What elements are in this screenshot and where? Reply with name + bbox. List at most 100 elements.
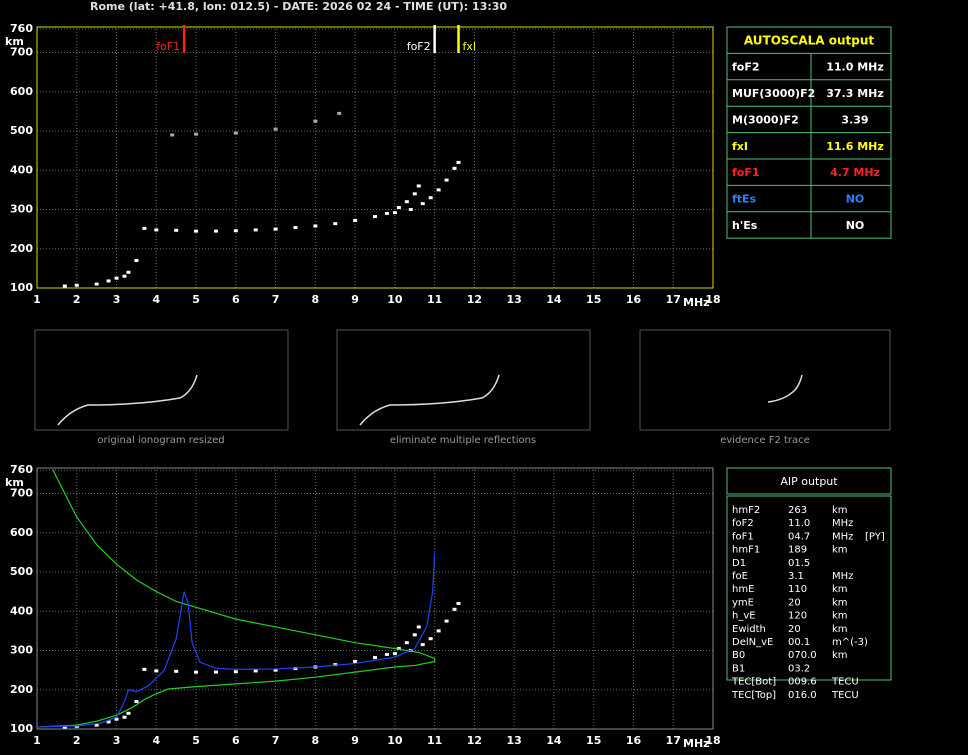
- table-label: h'Es: [732, 219, 758, 232]
- aip-cell: 00.1: [788, 637, 810, 648]
- trace-point: [233, 131, 238, 135]
- trace-point: [428, 637, 433, 641]
- table-label: fxI: [732, 140, 748, 153]
- x-tick-label: 9: [351, 293, 359, 306]
- trace-point: [170, 133, 175, 137]
- x-tick-label: 8: [312, 293, 320, 306]
- trace-point: [273, 127, 278, 131]
- x-tick-label: 4: [152, 293, 160, 306]
- x-tick-label: 1: [33, 293, 41, 306]
- table-label: M(3000)F2: [732, 113, 799, 126]
- trace-point: [384, 211, 389, 215]
- thumbnail-trace: [57, 374, 803, 426]
- x-tick-label: 6: [232, 293, 240, 306]
- aip-cell: 009.6: [788, 677, 817, 688]
- x-axis-label: MHz: [683, 296, 710, 309]
- x-tick-label: 18: [705, 734, 720, 747]
- trace-point: [154, 228, 159, 232]
- y-tick-label: 100: [10, 281, 33, 294]
- aip-cell: 04.7: [788, 531, 810, 542]
- thumbnail-caption: evidence F2 trace: [720, 435, 810, 446]
- trace-point: [428, 196, 433, 200]
- y-tick-label: 100: [10, 722, 33, 735]
- y-tick-label: 400: [10, 163, 33, 176]
- x-tick-label: 16: [626, 734, 642, 747]
- table-label: foF2: [732, 61, 760, 74]
- trace-point: [373, 656, 377, 660]
- trace-point: [106, 720, 111, 724]
- thumbnail-caption: original ionogram resized: [97, 435, 224, 446]
- aip-cell: m^(-3): [832, 637, 868, 648]
- x-tick-label: 17: [666, 293, 681, 306]
- y-axis-label: km: [5, 35, 24, 48]
- x-tick-label: 3: [113, 734, 121, 747]
- aip-cell: km: [832, 624, 848, 635]
- trace-point: [408, 208, 413, 212]
- trace-point: [114, 717, 119, 721]
- trace-point: [337, 111, 342, 115]
- trace-point: [134, 700, 139, 704]
- aip-cell: MHz: [832, 518, 853, 529]
- trace-point: [456, 601, 461, 605]
- y-tick-label: 600: [10, 85, 33, 98]
- x-tick-label: 5: [192, 734, 200, 747]
- x-tick-label: 7: [272, 734, 280, 747]
- x-tick-label: 13: [507, 293, 522, 306]
- x-tick-label: 13: [507, 734, 522, 747]
- trace-point: [106, 279, 111, 283]
- trace-point: [420, 202, 425, 206]
- x-tick-label: 7: [272, 293, 280, 306]
- table-value: 11.0 MHz: [826, 61, 884, 74]
- trace-point: [253, 228, 258, 232]
- aip-frame: [726, 495, 892, 681]
- x-tick-label: 4: [152, 734, 160, 747]
- aip-cell: TEC[Top]: [731, 690, 776, 701]
- trace-line: [36, 552, 436, 728]
- trace-point: [94, 282, 99, 286]
- aip-cell: 016.0: [788, 690, 817, 701]
- x-tick-label: 2: [73, 734, 81, 747]
- aip-cell: D1: [732, 558, 746, 569]
- aip-cell: km: [832, 650, 848, 661]
- y-tick-label: 300: [10, 203, 33, 216]
- x-tick-label: 16: [626, 293, 642, 306]
- x-tick-label: 15: [586, 293, 601, 306]
- trace-point: [122, 715, 127, 719]
- trace-point: [126, 270, 131, 274]
- table-value: 4.7 MHz: [830, 166, 880, 179]
- thumbnail-caption: eliminate multiple reflections: [390, 435, 536, 446]
- y-tick-label: 700: [10, 487, 33, 500]
- table-label: ftEs: [732, 193, 757, 206]
- aip-cell: MHz: [832, 531, 853, 542]
- x-tick-label: 1: [33, 734, 41, 747]
- header-title: Rome (lat: +41.8, lon: 012.5) - DATE: 20…: [90, 0, 507, 13]
- aip-cell: km: [832, 545, 848, 556]
- trace-point: [420, 643, 425, 647]
- x-tick-label: 11: [427, 293, 442, 306]
- trace-point: [253, 669, 258, 673]
- plot-frame: [36, 26, 714, 289]
- table-label: MUF(3000)F2: [732, 87, 815, 100]
- trace-point: [353, 219, 358, 223]
- aip-cell: hmF2: [732, 505, 760, 516]
- trace-point: [412, 633, 417, 637]
- trace-point: [134, 259, 139, 263]
- trace-point: [396, 206, 401, 210]
- trace-point: [142, 667, 147, 671]
- trace-point: [233, 670, 238, 674]
- aip-cell: h_vE: [732, 611, 756, 622]
- aip-cell: 110: [788, 584, 807, 595]
- trace-point: [392, 652, 397, 656]
- trace-point: [62, 284, 67, 288]
- table-value: 11.6 MHz: [826, 140, 884, 153]
- y-axis-label: km: [5, 476, 24, 489]
- x-tick-label: 15: [586, 734, 601, 747]
- plot-frame: [36, 467, 714, 730]
- trace-point: [194, 229, 199, 233]
- trace-point: [154, 669, 159, 673]
- aip-cell: hmF1: [732, 545, 760, 556]
- aip-cell: km: [832, 597, 848, 608]
- aip-cell: km: [832, 584, 848, 595]
- aip-cell: km: [832, 505, 848, 516]
